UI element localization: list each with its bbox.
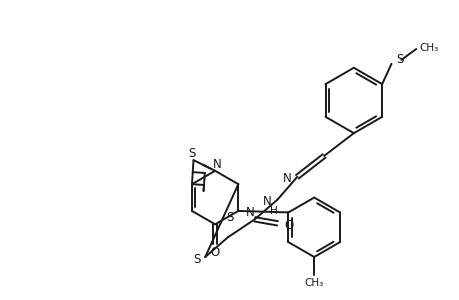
Text: N: N: [262, 195, 271, 208]
Text: S: S: [187, 147, 195, 160]
Text: N: N: [212, 158, 221, 171]
Text: H: H: [269, 206, 277, 216]
Text: S: S: [225, 211, 233, 224]
Text: S: S: [396, 53, 403, 66]
Text: O: O: [284, 219, 293, 232]
Text: S: S: [192, 254, 200, 266]
Text: CH₃: CH₃: [418, 43, 437, 53]
Text: N: N: [246, 206, 254, 219]
Text: CH₃: CH₃: [304, 278, 323, 288]
Text: O: O: [210, 245, 219, 259]
Text: N: N: [282, 172, 291, 185]
